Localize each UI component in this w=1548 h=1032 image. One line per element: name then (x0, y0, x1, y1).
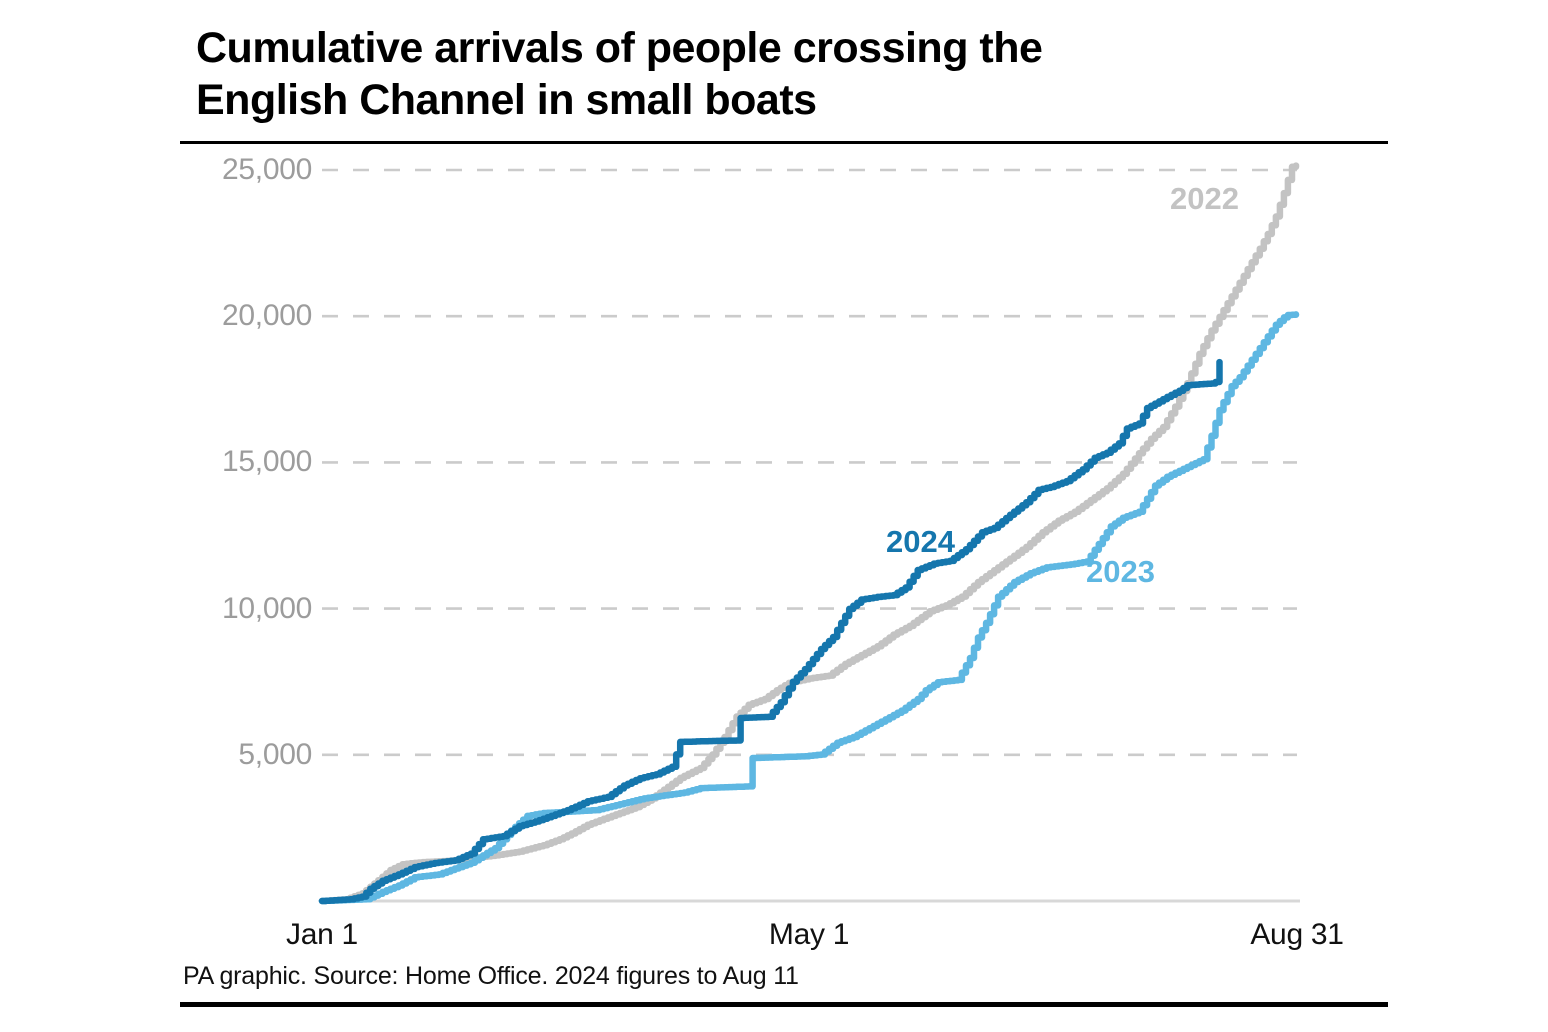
y-tick-15000: 15,000 (222, 445, 312, 478)
bottom-divider-rule (180, 1002, 1388, 1007)
x-tick-jan1: Jan 1 (286, 918, 358, 951)
series-label-2022: 2022 (1170, 181, 1239, 216)
series-label-2023: 2023 (1086, 554, 1155, 589)
chart-title-line2: English Channel in small boats (196, 76, 817, 124)
x-tick-may1: May 1 (768, 918, 850, 951)
y-tick-20000: 20,000 (222, 299, 312, 332)
line-2022 (318, 162, 1300, 905)
source-credit: PA graphic. Source: Home Office. 2024 fi… (183, 962, 799, 990)
y-tick-10000: 10,000 (222, 592, 312, 625)
y-tick-25000: 25,000 (222, 153, 312, 186)
series-label-2024: 2024 (886, 524, 955, 559)
chart-title: Cumulative arrivals of people crossing t… (196, 22, 1396, 126)
chart-title-line1: Cumulative arrivals of people crossing t… (196, 24, 1043, 72)
line-2024 (318, 358, 1223, 905)
x-tick-aug31: Aug 31 (1250, 918, 1344, 951)
top-divider-rule (180, 141, 1388, 144)
line-2023 (318, 311, 1300, 905)
y-tick-5000: 5,000 (238, 738, 312, 771)
